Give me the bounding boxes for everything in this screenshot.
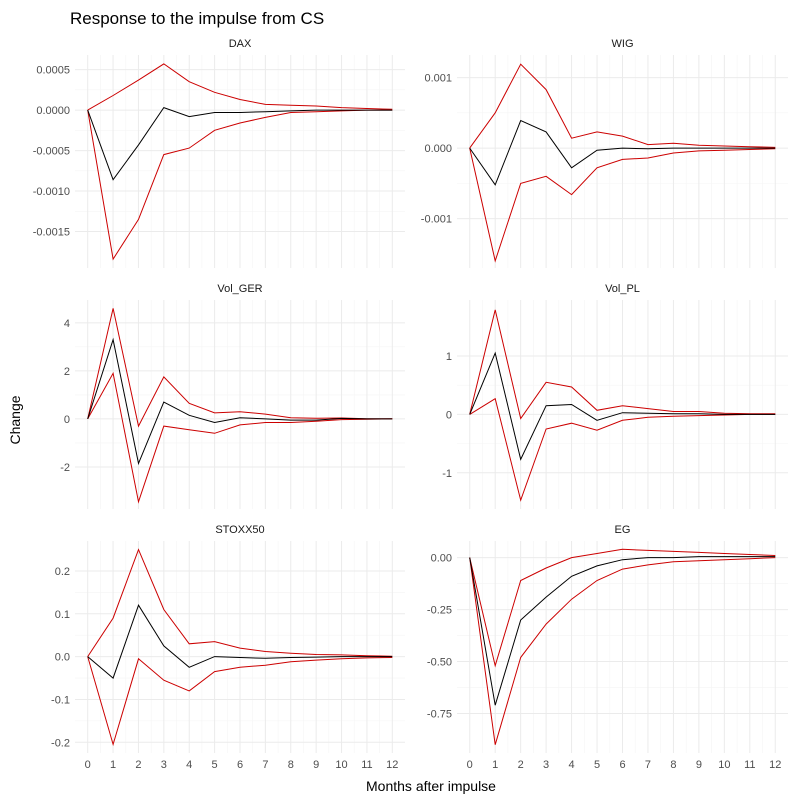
panel-eg: EG-0.75-0.50-0.250.000 1 2 3 4 5 6 7 8 9 10 11 12 xyxy=(427,524,788,771)
y-tick-label: -0.25 xyxy=(427,605,452,617)
upper-bound-line xyxy=(469,548,776,668)
y-tick-label: -0.001 xyxy=(421,214,452,226)
y-tick-label: 0 xyxy=(446,409,452,421)
y-tick-label: 4 xyxy=(64,318,70,330)
x-axis-label: Months after impulse xyxy=(366,778,496,794)
x-tick-label: 1 xyxy=(492,759,498,771)
y-tick-label: 2 xyxy=(64,366,70,378)
x-tick-label: 11 xyxy=(744,759,755,771)
x-tick-label: 3 xyxy=(543,759,549,771)
panel-wig: WIG -0.001 0.000 0.001 xyxy=(421,38,788,268)
x-tick-label: 3 xyxy=(161,759,167,771)
x-tick-label: 5 xyxy=(212,759,218,771)
x-tick-label: 4 xyxy=(569,759,575,771)
panel-vol-pl: Vol_PL -1 0 1 xyxy=(442,283,788,509)
x-tick-label: 10 xyxy=(335,759,347,771)
x-tick-label: 10 xyxy=(718,759,730,771)
x-tick-label: 12 xyxy=(386,759,398,771)
strip-label-dax: DAX xyxy=(229,38,252,50)
y-tick-label: -2 xyxy=(60,462,70,474)
x-tick-label: 1 xyxy=(110,759,116,771)
facet-panels: DAX-0.0015-0.0010-0.00050.00000.0005WIG-… xyxy=(33,38,788,771)
x-tick-label: 7 xyxy=(262,759,268,771)
y-tick-label: 0.1 xyxy=(55,609,70,621)
y-tick-label: -1 xyxy=(442,468,452,480)
lower-bound-line xyxy=(87,656,393,747)
x-tick-label: 2 xyxy=(135,759,141,771)
lower-bound-line xyxy=(469,557,776,745)
y-tick-label: 0.0 xyxy=(55,652,70,664)
panel-stoxx50: STOXX50-0.2-0.10.00.10.20 1 2 3 4 5 6 7 8 9 10 11 12 xyxy=(51,524,405,771)
upper-bound-line xyxy=(469,309,776,420)
lower-bound-line xyxy=(469,397,776,502)
upper-bound-line xyxy=(87,548,393,657)
lower-bound-line xyxy=(87,371,393,504)
y-tick-label: -0.2 xyxy=(51,737,70,749)
y-tick-label: 0 xyxy=(64,414,70,426)
irf-line xyxy=(469,556,776,706)
irf-line xyxy=(87,337,393,466)
x-tick-label: 8 xyxy=(670,759,676,771)
y-tick-label: -0.0005 xyxy=(33,146,70,158)
y-tick-label: 1 xyxy=(446,351,452,363)
irf-line xyxy=(469,119,776,186)
x-tick-label: 6 xyxy=(237,759,243,771)
x-tick-label: 5 xyxy=(594,759,600,771)
panel-dax: DAX -0.0015 -0.0010 -0.0005 0.0000 0.0005 xyxy=(33,38,405,268)
upper-bound-line xyxy=(87,63,393,111)
x-tick-label: 0 xyxy=(467,759,473,771)
upper-bound-line xyxy=(469,63,776,149)
y-tick-label: 0.0005 xyxy=(36,65,70,77)
x-tick-label: 4 xyxy=(186,759,192,771)
y-tick-label: -0.50 xyxy=(427,657,452,669)
figure-title: Response to the impulse from CS xyxy=(70,9,324,28)
irf-line xyxy=(87,604,393,679)
y-tick-label: 0.000 xyxy=(424,143,452,155)
x-tick-label: 11 xyxy=(361,759,372,771)
y-tick-label: -0.0010 xyxy=(33,186,70,198)
y-tick-label: 0.00 xyxy=(431,553,452,565)
y-tick-label: -0.0015 xyxy=(33,227,70,239)
strip-label-eg: EG xyxy=(615,524,631,536)
y-tick-label: -0.1 xyxy=(51,694,70,706)
y-axis-label: Change xyxy=(7,395,23,444)
irf-line xyxy=(469,351,776,461)
x-tick-label: 12 xyxy=(769,759,781,771)
irf-line xyxy=(87,106,393,181)
x-tick-label: 9 xyxy=(313,759,319,771)
y-tick-label: -0.75 xyxy=(427,709,452,721)
y-tick-label: 0.0000 xyxy=(36,105,70,117)
x-tick-label: 0 xyxy=(85,759,91,771)
y-tick-label: 0.001 xyxy=(424,73,452,85)
panel-vol-ger: Vol_GER -2 0 2 4 xyxy=(60,283,405,509)
strip-label-wig: WIG xyxy=(612,38,634,50)
y-tick-label: 0.2 xyxy=(55,566,70,578)
lower-bound-line xyxy=(469,147,776,263)
x-tick-label: 2 xyxy=(518,759,524,771)
x-tick-label: 8 xyxy=(288,759,294,771)
strip-label-vol-pl: Vol_PL xyxy=(605,283,640,295)
strip-label-stoxx50: STOXX50 xyxy=(215,524,264,536)
x-tick-label: 7 xyxy=(645,759,651,771)
x-tick-label: 6 xyxy=(619,759,625,771)
lower-bound-line xyxy=(87,109,393,261)
x-tick-label: 9 xyxy=(696,759,702,771)
strip-label-vol-ger: Vol_GER xyxy=(217,283,262,295)
